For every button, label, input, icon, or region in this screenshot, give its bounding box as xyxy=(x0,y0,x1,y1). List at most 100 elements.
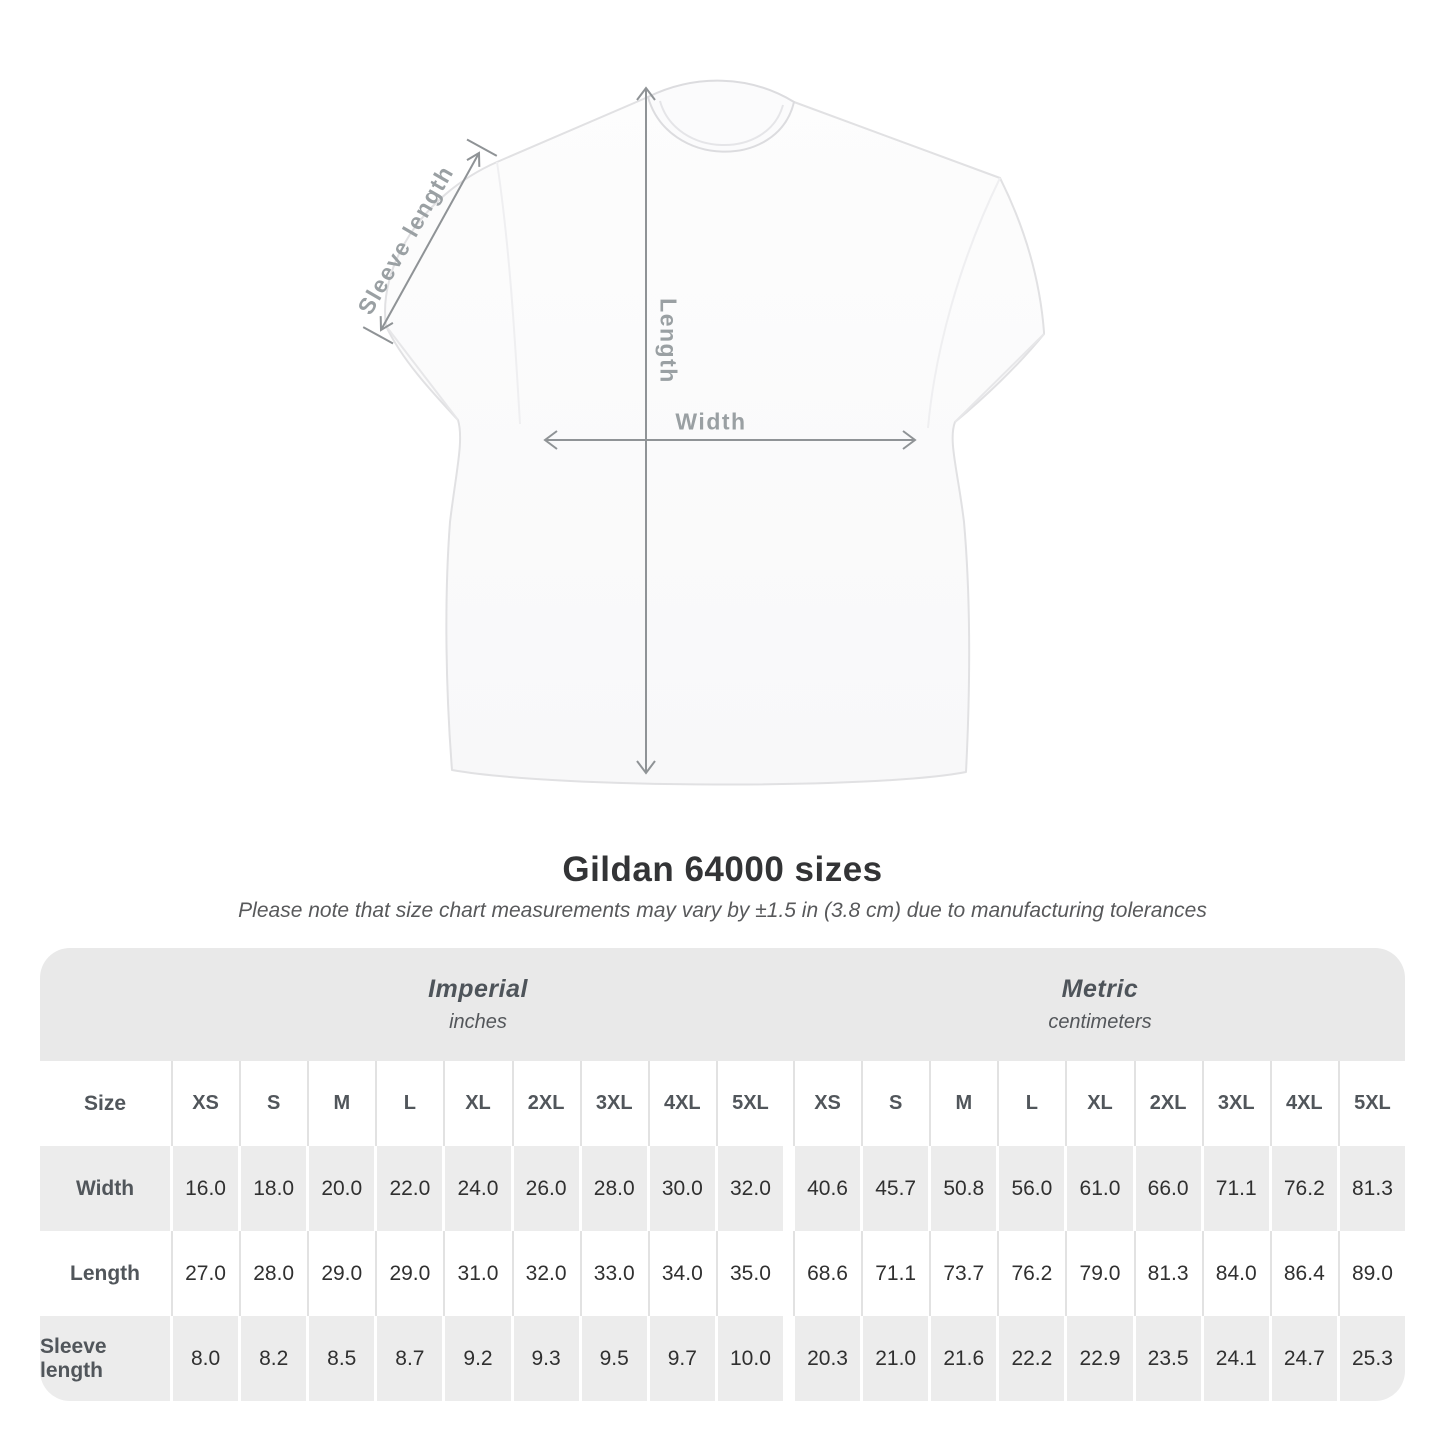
column-group-divider xyxy=(786,1146,792,1231)
value-cell: 86.4 xyxy=(1272,1231,1337,1316)
value-cell: 24.0 xyxy=(445,1146,511,1231)
value-cell: 68.6 xyxy=(795,1231,860,1316)
size-table: Imperial inches Metric centimeters Size … xyxy=(40,948,1405,1401)
value-cell: 32.0 xyxy=(717,1146,783,1231)
tshirt-body xyxy=(384,80,1045,786)
value-cell: 28.0 xyxy=(581,1146,647,1231)
value-cell: 45.7 xyxy=(863,1146,929,1231)
row-label: Width xyxy=(40,1146,170,1231)
value-cell: 9.3 xyxy=(513,1316,579,1401)
value-cell: 29.0 xyxy=(309,1231,374,1316)
value-cell: 50.8 xyxy=(931,1146,997,1231)
value-cell: 81.3 xyxy=(1339,1146,1405,1231)
size-cell: XL xyxy=(445,1061,510,1146)
value-cell: 40.6 xyxy=(795,1146,861,1231)
value-cell: 31.0 xyxy=(445,1231,510,1316)
size-cell: L xyxy=(999,1061,1064,1146)
size-cell: XL xyxy=(1067,1061,1132,1146)
metric-unit: centimeters xyxy=(1048,1011,1152,1033)
size-cell: 4XL xyxy=(1272,1061,1337,1146)
size-cell: 3XL xyxy=(582,1061,647,1146)
value-cell: 18.0 xyxy=(241,1146,307,1231)
imperial-label: Imperial xyxy=(428,975,528,1003)
value-cell: 24.1 xyxy=(1203,1316,1269,1401)
size-cell: 2XL xyxy=(514,1061,579,1146)
value-cell: 9.5 xyxy=(581,1316,647,1401)
value-cell: 22.2 xyxy=(999,1316,1065,1401)
value-cell: 56.0 xyxy=(999,1146,1065,1231)
table-header-band: Imperial inches Metric centimeters xyxy=(40,948,1405,1061)
width-arrow xyxy=(543,430,917,450)
size-cell: 3XL xyxy=(1204,1061,1269,1146)
size-cell: XS xyxy=(173,1061,238,1146)
metric-label: Metric xyxy=(1061,975,1139,1003)
size-cell: 5XL xyxy=(1340,1061,1405,1146)
value-cell: 84.0 xyxy=(1204,1231,1269,1316)
value-cell: 22.0 xyxy=(377,1146,443,1231)
imperial-unit: inches xyxy=(449,1011,507,1033)
value-cell: 73.7 xyxy=(931,1231,996,1316)
size-cell: 2XL xyxy=(1136,1061,1201,1146)
value-cell: 26.0 xyxy=(513,1146,579,1231)
value-cell: 76.2 xyxy=(999,1231,1064,1316)
value-cell: 61.0 xyxy=(1067,1146,1133,1231)
value-cell: 89.0 xyxy=(1340,1231,1405,1316)
value-cell: 79.0 xyxy=(1067,1231,1132,1316)
size-cell: XS xyxy=(795,1061,860,1146)
value-cell: 20.3 xyxy=(795,1316,861,1401)
length-arrow xyxy=(636,86,656,775)
value-cell: 8.5 xyxy=(309,1316,375,1401)
value-cell: 71.1 xyxy=(1203,1146,1269,1231)
value-cell: 25.3 xyxy=(1339,1316,1405,1401)
table-row-length: Length 27.0 28.0 29.0 29.0 31.0 32.0 33.… xyxy=(40,1231,1405,1316)
value-cell: 66.0 xyxy=(1135,1146,1201,1231)
size-cell: L xyxy=(377,1061,442,1146)
size-column-header: Size xyxy=(83,1091,127,1115)
value-cell: 32.0 xyxy=(514,1231,579,1316)
table-row-sleeve-length: Sleeve length 8.0 8.2 8.5 8.7 9.2 9.3 9.… xyxy=(40,1316,1405,1401)
value-cell: 8.0 xyxy=(173,1316,239,1401)
value-cell: 21.0 xyxy=(863,1316,929,1401)
metric-group-header: Metric centimeters xyxy=(795,975,1405,1034)
size-cell: 5XL xyxy=(718,1061,783,1146)
value-cell: 28.0 xyxy=(241,1231,306,1316)
value-cell: 8.7 xyxy=(377,1316,443,1401)
page-title: Gildan 64000 sizes xyxy=(562,850,883,889)
size-cell: M xyxy=(309,1061,374,1146)
value-cell: 24.7 xyxy=(1271,1316,1337,1401)
value-cell: 33.0 xyxy=(582,1231,647,1316)
column-group-divider xyxy=(786,1316,792,1401)
width-label: Width xyxy=(675,408,747,435)
column-group-divider xyxy=(786,1231,792,1316)
value-cell: 35.0 xyxy=(718,1231,783,1316)
size-cell: S xyxy=(863,1061,928,1146)
size-header-row: Size XS S M L XL 2XL 3XL 4XL 5XL XS S M … xyxy=(40,1061,1405,1146)
length-label: Length xyxy=(655,298,682,384)
row-label: Length xyxy=(70,1261,140,1285)
value-cell: 27.0 xyxy=(173,1231,238,1316)
tshirt-illustration xyxy=(362,79,1045,786)
sleeve-length-arrow xyxy=(362,138,498,345)
value-cell: 16.0 xyxy=(173,1146,239,1231)
size-cell: M xyxy=(931,1061,996,1146)
value-cell: 8.2 xyxy=(241,1316,307,1401)
row-label: Sleeve length xyxy=(40,1316,170,1401)
value-cell: 71.1 xyxy=(863,1231,928,1316)
imperial-group-header: Imperial inches xyxy=(173,975,783,1034)
value-cell: 9.2 xyxy=(445,1316,511,1401)
size-cell: S xyxy=(241,1061,306,1146)
value-cell: 23.5 xyxy=(1135,1316,1201,1401)
value-cell: 21.6 xyxy=(931,1316,997,1401)
column-group-divider xyxy=(786,1061,792,1146)
table-row-width: Width 16.0 18.0 20.0 22.0 24.0 26.0 28.0… xyxy=(40,1146,1405,1231)
value-cell: 10.0 xyxy=(717,1316,783,1401)
value-cell: 29.0 xyxy=(377,1231,442,1316)
tolerance-note: Please note that size chart measurements… xyxy=(238,899,1207,922)
size-cell: 4XL xyxy=(650,1061,715,1146)
value-cell: 20.0 xyxy=(309,1146,375,1231)
value-cell: 34.0 xyxy=(650,1231,715,1316)
value-cell: 9.7 xyxy=(649,1316,715,1401)
value-cell: 76.2 xyxy=(1271,1146,1337,1231)
value-cell: 30.0 xyxy=(649,1146,715,1231)
